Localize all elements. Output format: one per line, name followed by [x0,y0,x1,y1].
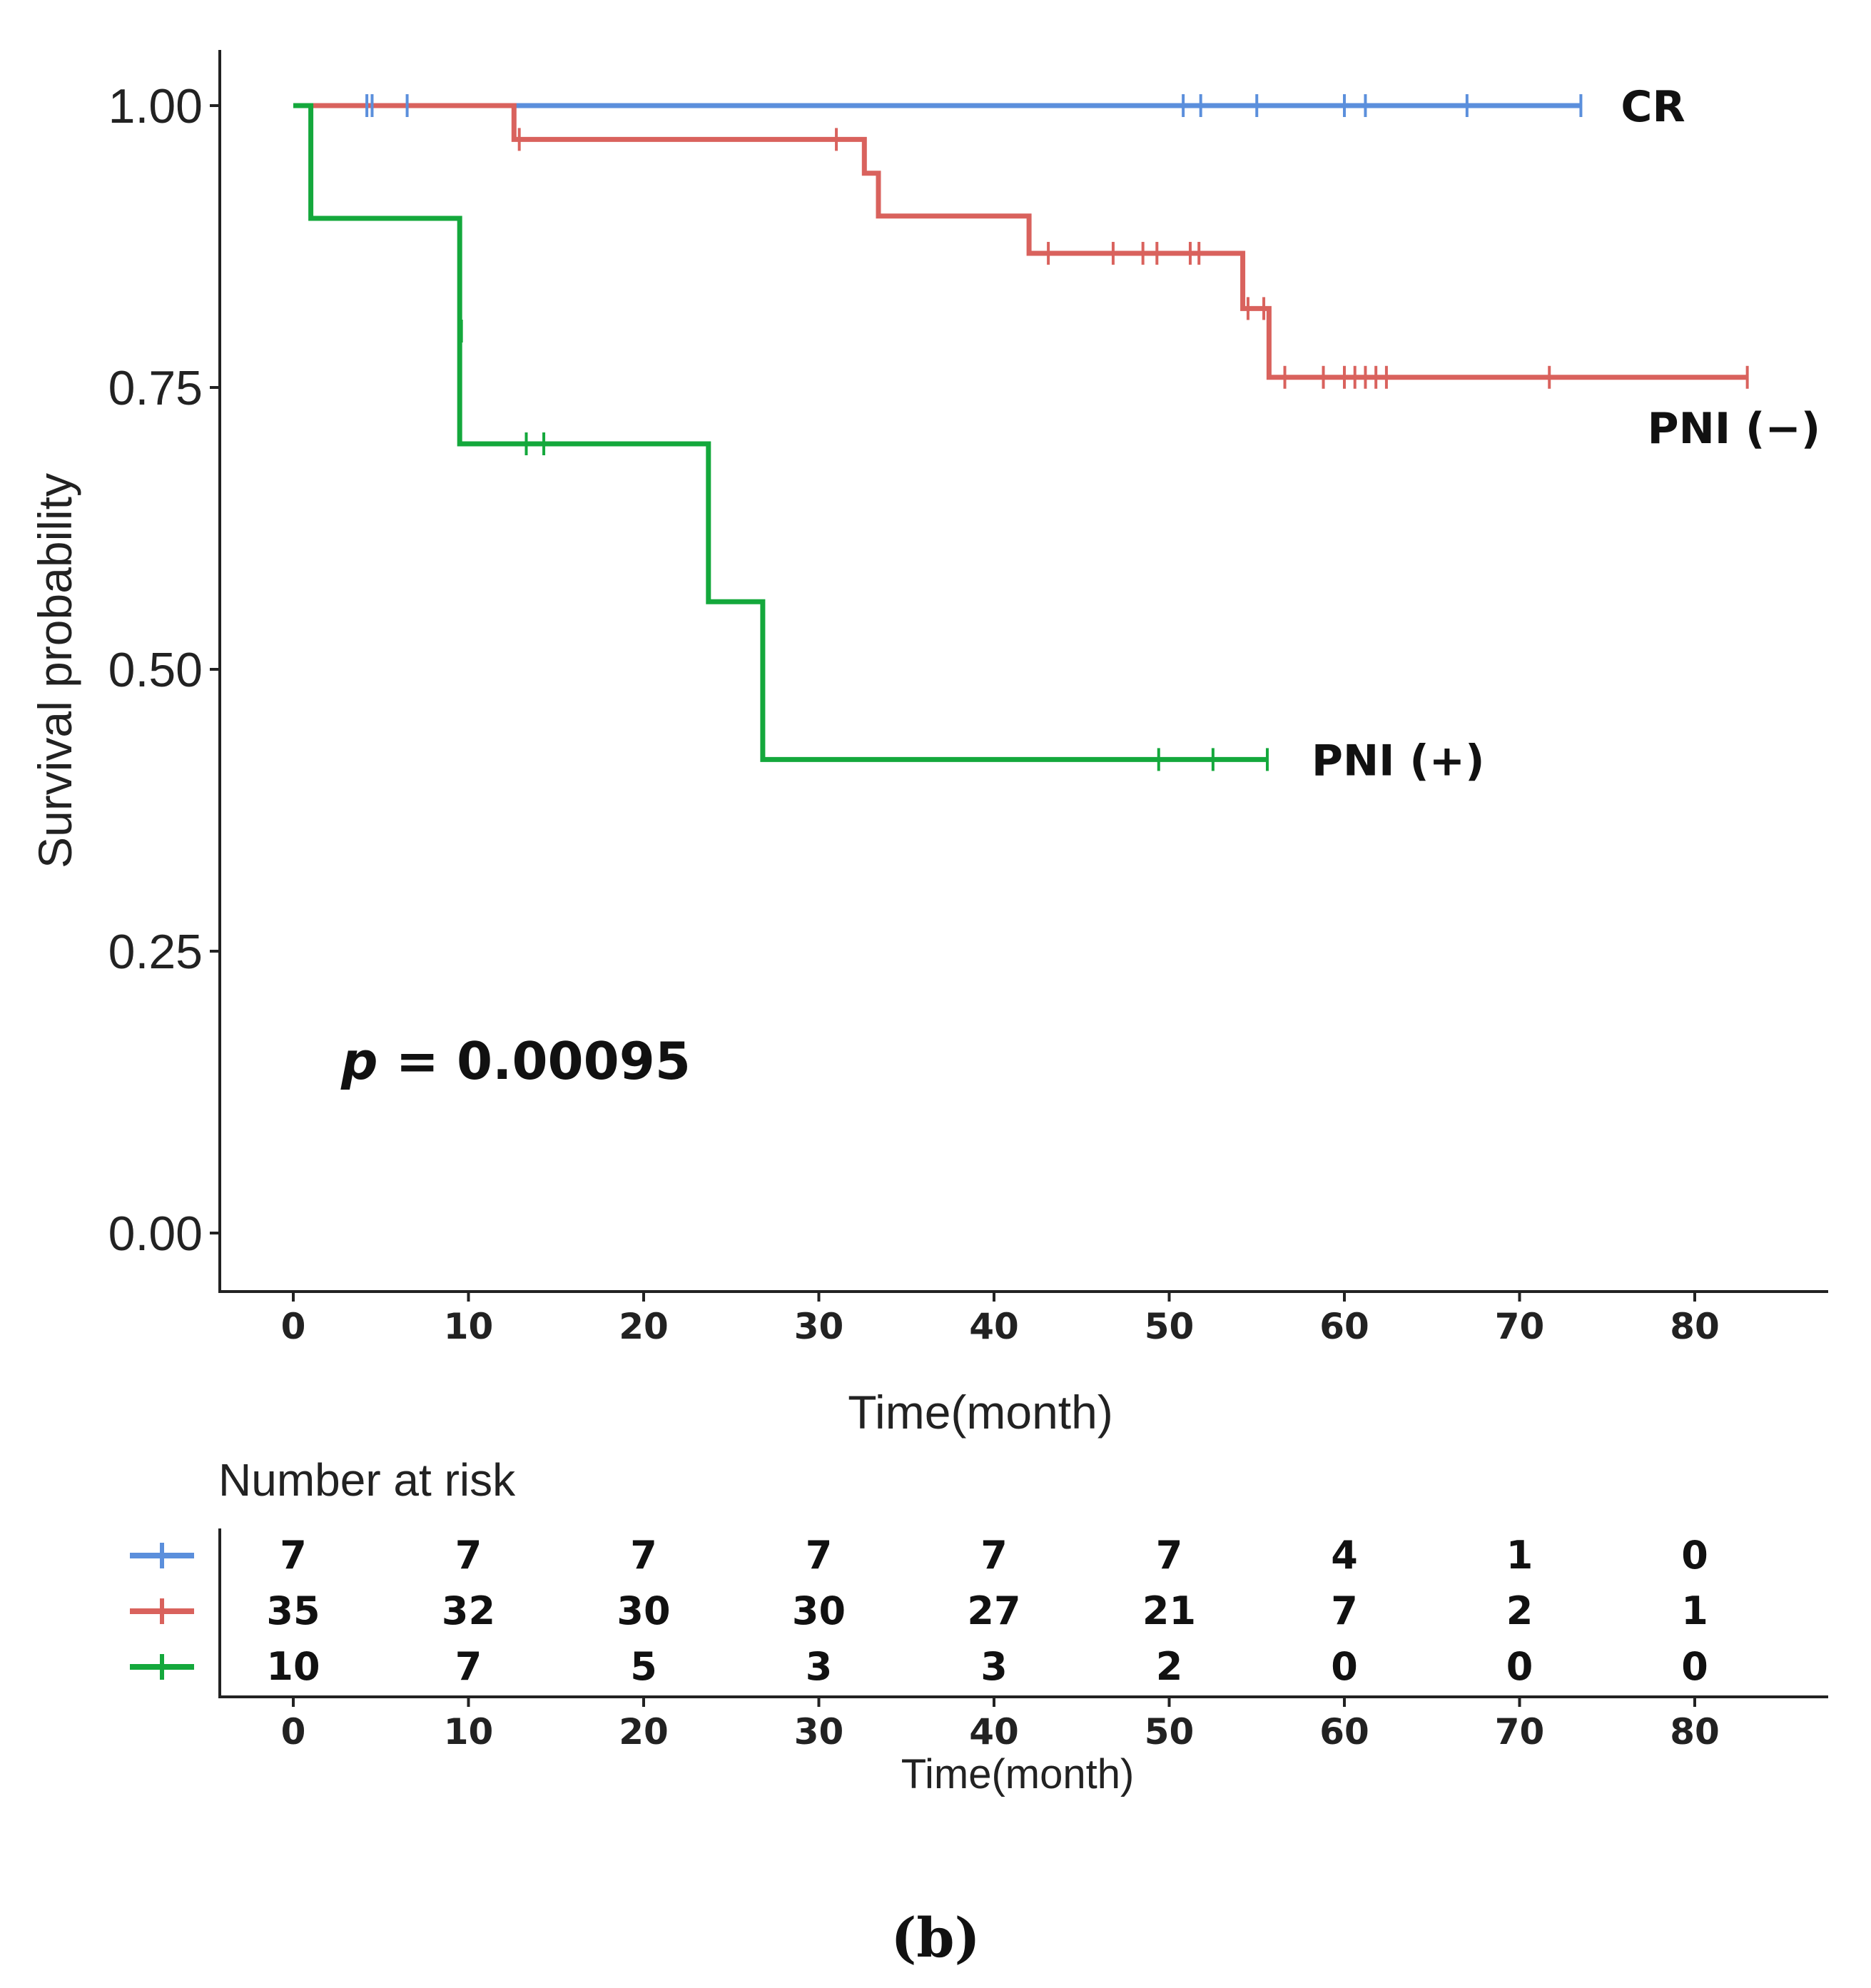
y-tick-label: 0.00 [108,1207,203,1261]
risk-cell: 35 [266,1588,320,1633]
series-label-pni: PNI (+) [1312,736,1485,786]
x-tick-label: 70 [1495,1306,1545,1347]
risk-x-tick-label: 0 [281,1711,306,1753]
risk-x-tick-label: 10 [444,1711,494,1753]
p-symbol: p [340,1031,378,1091]
x-tick-label: 10 [444,1306,494,1347]
risk-x-tick-label: 60 [1319,1711,1369,1753]
risk-cell: 7 [630,1533,657,1578]
y-tick-label: 0.75 [108,361,203,415]
km-plot: 0.00 0.25 0.50 0.75 1.00 0 10 20 30 40 50 60 70 80 S… [29,50,1828,1439]
series-labels: CR PNI (−) PNI (+) [1312,82,1820,786]
risk-cell: 30 [617,1588,670,1633]
risk-cell: 10 [266,1644,320,1689]
curve-pni [293,103,1748,380]
y-tick-label: 0.25 [108,925,203,979]
risk-cell: 3 [806,1644,833,1689]
risk-cell: 4 [1331,1533,1358,1578]
risk-cell: 0 [1681,1644,1708,1689]
risk-cell: 7 [1156,1533,1183,1578]
risk-table-title: Number at risk [218,1454,516,1506]
risk-cell: 27 [967,1588,1020,1633]
y-tick-label: 0.50 [108,643,203,697]
risk-cell: 2 [1506,1588,1533,1633]
risk-cell: 5 [630,1644,657,1689]
x-tick-label: 50 [1145,1306,1195,1347]
risk-cell: 21 [1142,1588,1196,1633]
risk-x-tick-label: 30 [794,1711,844,1753]
risk-cell: 7 [806,1533,833,1578]
risk-table: Number at risk 7 7 7 7 7 7 4 1 035 32 30 30 27 21 7 2 11… [130,1454,1828,1797]
risk-cell: 0 [1331,1644,1358,1689]
censor-marks [365,94,1749,771]
risk-table-values: 7 7 7 7 7 7 4 1 035 32 30 30 27 21 7 2 110 7 5 3 3 2 0 0 0 [266,1533,1708,1689]
x-tick-label: 40 [969,1306,1019,1347]
risk-x-tick-label: 40 [969,1711,1019,1753]
risk-cell: 7 [980,1533,1008,1578]
x-axis-ticks: 0 10 20 30 40 50 60 70 80 [281,1292,1720,1347]
y-axis-title: Survival probability [29,473,81,868]
p-value-text: = 0.00095 [378,1031,691,1091]
survival-curves [293,103,1748,762]
x-tick-label: 0 [281,1306,306,1347]
y-axis-ticks: 0.00 0.25 0.50 0.75 1.00 [108,79,220,1261]
risk-cell: 7 [1331,1588,1358,1633]
x-tick-label: 30 [794,1306,844,1347]
x-tick-label: 20 [619,1306,669,1347]
risk-cell: 1 [1506,1533,1533,1578]
risk-table-x-title: Time(month) [901,1751,1135,1797]
risk-cell: 0 [1681,1533,1708,1578]
y-tick-label: 1.00 [108,79,203,133]
series-label-cr: CR [1621,82,1685,132]
x-tick-label: 80 [1670,1306,1720,1347]
risk-x-tick-label: 80 [1670,1711,1720,1753]
risk-cell: 1 [1681,1588,1708,1633]
panel-label: (b) [891,1906,980,1969]
risk-cell: 2 [1156,1644,1183,1689]
risk-cell: 7 [280,1533,307,1578]
risk-cell: 7 [455,1533,482,1578]
series-label-pni: PNI (−) [1648,404,1821,454]
x-axis-title: Time(month) [848,1386,1113,1439]
risk-x-tick-label: 70 [1495,1711,1545,1753]
risk-cell: 3 [980,1644,1008,1689]
p-value-annotation: p = 0.00095 [340,1031,691,1091]
risk-x-tick-label: 20 [619,1711,669,1753]
risk-table-legend-keys [130,1543,194,1680]
curve-pni [293,103,1267,762]
risk-cell: 7 [455,1644,482,1689]
risk-cell: 32 [442,1588,495,1633]
risk-x-tick-label: 50 [1145,1711,1195,1753]
x-tick-label: 60 [1319,1306,1369,1347]
risk-cell: 0 [1506,1644,1533,1689]
risk-table-x-ticks: 0 10 20 30 40 50 60 70 80 [281,1697,1720,1753]
risk-cell: 30 [792,1588,846,1633]
